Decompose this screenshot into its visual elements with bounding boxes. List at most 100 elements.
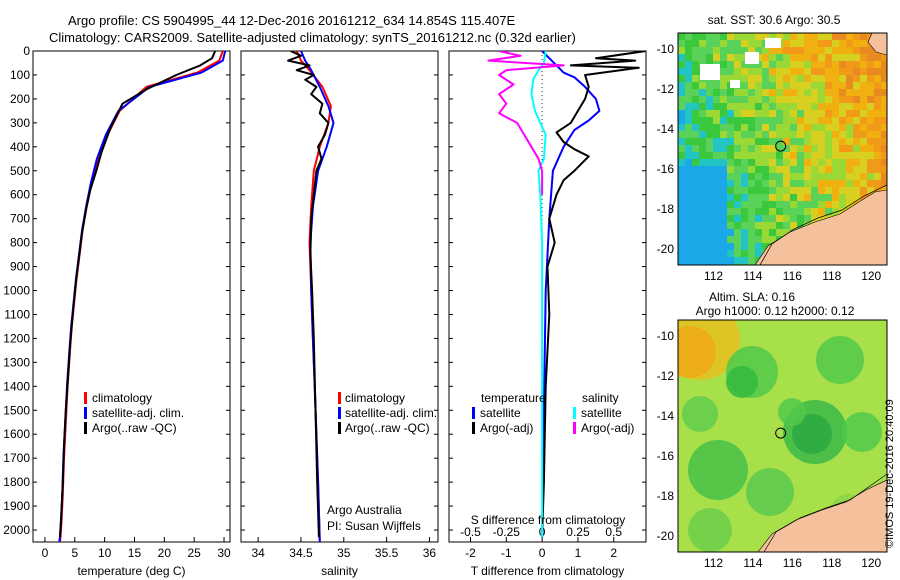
sst-cell: [713, 33, 721, 41]
sst-cell: [874, 54, 882, 62]
sst-cell: [853, 40, 861, 48]
sst-cell: [839, 145, 847, 153]
sst-cell: [797, 166, 805, 174]
sst-cell: [790, 110, 798, 118]
sst-cell: [783, 173, 791, 181]
sst-cell: [818, 103, 826, 111]
sst-cell: [699, 243, 707, 251]
sst-cell: [790, 201, 798, 209]
sst-cell: [762, 138, 770, 146]
sst-cell: [832, 110, 840, 118]
y-tick-label: 0: [23, 44, 30, 58]
sst-cell: [783, 54, 791, 62]
sst-cell: [790, 166, 798, 174]
sst-cell: [860, 145, 868, 153]
sst-cell: [874, 145, 882, 153]
sst-cell: [678, 222, 686, 230]
sst-cell: [811, 75, 819, 83]
sst-cell: [818, 180, 826, 188]
sst-cell: [769, 201, 777, 209]
sst-cell: [797, 124, 805, 132]
sst-cell: [748, 180, 756, 188]
sst-cell: [825, 68, 833, 76]
sst-cell: [678, 257, 686, 265]
sst-cell: [685, 68, 693, 76]
sst-cell: [720, 47, 728, 55]
sst-cell: [811, 124, 819, 132]
sst-cell: [790, 54, 798, 62]
sst-cell: [860, 110, 868, 118]
sla-lat-tick-label: -14: [657, 409, 675, 423]
sst-lon-tick-label: 120: [861, 269, 881, 283]
sst-cell: [853, 131, 861, 139]
sst-cell: [846, 96, 854, 104]
sst-cell: [706, 131, 714, 139]
sst-cell: [720, 124, 728, 132]
sst-cell: [860, 96, 868, 104]
sst-cell: [748, 208, 756, 216]
sst-cell: [797, 131, 805, 139]
sst-cell: [706, 173, 714, 181]
sst-cell: [741, 257, 749, 265]
sst-cell: [818, 201, 826, 209]
sla-map: [677, 319, 888, 553]
x-tick-label: 34: [251, 546, 265, 560]
sst-cell: [692, 194, 700, 202]
sst-cell: [804, 61, 812, 69]
sst-cell: [818, 173, 826, 181]
difference-legend: temperature satellite Argo(-adj) salinit…: [472, 391, 634, 435]
sst-cell: [790, 33, 798, 41]
sst-cell: [706, 180, 714, 188]
sst-cell: [755, 131, 763, 139]
sst-cell: [881, 145, 887, 153]
sst-cell: [699, 103, 707, 111]
sst-cell: [692, 124, 700, 132]
sst-cell: [699, 82, 707, 90]
sst-cell: [734, 243, 742, 251]
sst-cell: [783, 89, 791, 97]
sst-cell: [874, 75, 882, 83]
sst-cell: [762, 159, 770, 167]
sst-cell: [748, 33, 756, 41]
sst-cell: [769, 222, 777, 230]
sst-cell: [734, 180, 742, 188]
sst-cell: [706, 243, 714, 251]
sst-cell: [804, 173, 812, 181]
sst-cell: [839, 89, 847, 97]
sst-cell: [762, 131, 770, 139]
sst-cell: [825, 208, 833, 216]
sst-cell: [769, 82, 777, 90]
sst-cell: [811, 152, 819, 160]
sst-cell: [678, 166, 686, 174]
sst-cell: [804, 68, 812, 76]
sst-cell: [860, 187, 868, 195]
sst-cell: [685, 187, 693, 195]
sst-cell: [699, 138, 707, 146]
sst-cell: [874, 138, 882, 146]
sst-cell: [678, 208, 686, 216]
sst-cell: [797, 89, 805, 97]
sst-cell: [860, 166, 868, 174]
sst-cell: [720, 96, 728, 104]
sst-cell: [818, 138, 826, 146]
sla-lat-tick-label: -16: [657, 449, 675, 463]
sst-cell: [727, 75, 735, 83]
sst-lon-tick-label: 112: [704, 269, 723, 283]
sst-cell: [881, 110, 887, 118]
sst-cell: [713, 138, 721, 146]
sst-cell: [720, 152, 728, 160]
sst-cell: [699, 173, 707, 181]
sst-cell: [762, 89, 770, 97]
sst-cell: [741, 159, 749, 167]
sst-cell: [881, 166, 887, 174]
sst-cell: [846, 68, 854, 76]
sst-cell: [790, 180, 798, 188]
sst-cell: [734, 96, 742, 104]
sst-cell: [769, 117, 777, 125]
x-tick-label: 0: [539, 546, 546, 560]
sst-cell: [874, 68, 882, 76]
sst-cell: [874, 180, 882, 188]
sst-cell: [699, 166, 707, 174]
sst-cell: [825, 173, 833, 181]
sst-cell: [776, 68, 784, 76]
